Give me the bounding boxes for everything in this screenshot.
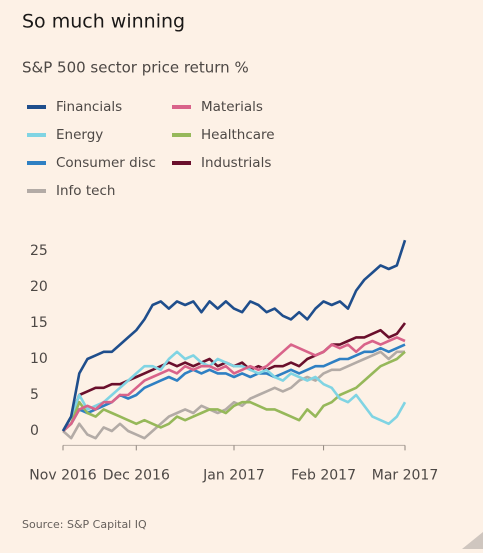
series-line xyxy=(62,350,406,432)
corner-decoration xyxy=(462,532,483,549)
x-tick-label: Jan 2017 xyxy=(202,467,265,483)
y-tick-label: 25 xyxy=(30,243,48,259)
y-tick-label: 15 xyxy=(30,315,48,331)
legend-label: Energy xyxy=(56,127,103,143)
x-tick-label: Dec 2016 xyxy=(103,467,170,483)
legend-label: Materials xyxy=(201,99,263,115)
legend-label: Financials xyxy=(56,99,122,115)
series-line xyxy=(62,350,405,440)
y-tick-label: 20 xyxy=(30,279,48,295)
legend-label: Info tech xyxy=(56,183,115,199)
y-tick-label: 10 xyxy=(30,351,48,367)
x-tick-label: Mar 2017 xyxy=(372,467,439,483)
legend-label: Healthcare xyxy=(201,127,275,143)
y-tick-label: 5 xyxy=(30,387,39,403)
y-tick-label: 0 xyxy=(30,423,39,439)
series-line xyxy=(61,239,407,432)
x-tick-label: Nov 2016 xyxy=(29,467,96,483)
x-tick-label: Feb 2017 xyxy=(291,467,356,483)
legend-label: Industrials xyxy=(201,155,271,171)
legend-label: Consumer disc xyxy=(56,155,156,171)
chart-title: So much winning xyxy=(22,11,185,33)
series-line xyxy=(61,350,407,432)
series-line xyxy=(62,336,406,432)
source-note: Source: S&P Capital IQ xyxy=(22,518,147,531)
chart-subtitle: S&P 500 sector price return % xyxy=(22,59,249,77)
